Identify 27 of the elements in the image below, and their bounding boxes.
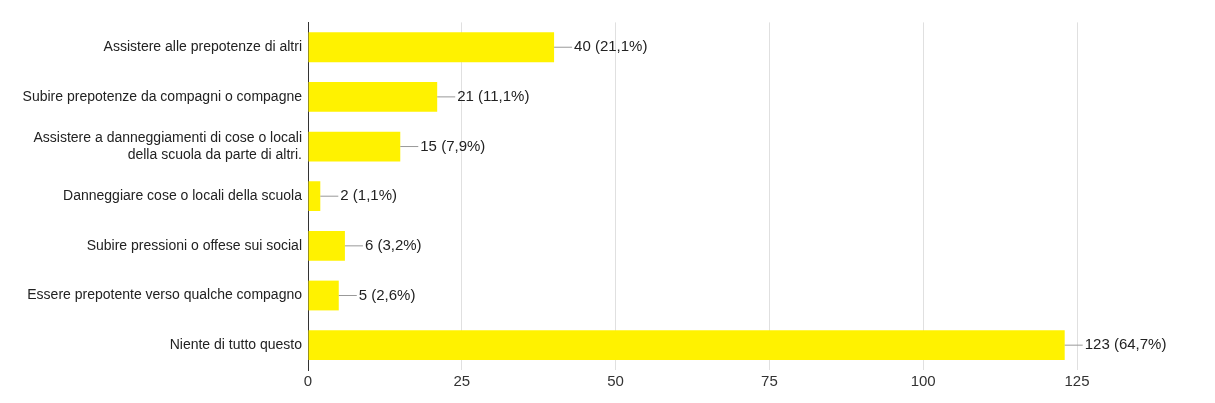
data-label: 21 (11,1%)	[457, 87, 530, 105]
x-tick-label: 75	[761, 372, 778, 390]
y-tick-label: Assistere a danneggiamenti di cose o locali della scuola da parte di altri.	[33, 129, 302, 162]
bar	[308, 32, 555, 63]
data-label: 5 (2,6%)	[358, 285, 416, 303]
data-label: 123 (64,7%)	[1084, 335, 1167, 353]
x-tick-label: 25	[453, 372, 471, 390]
x-tick-label: 125	[1064, 372, 1090, 390]
data-label: 6 (3,2%)	[364, 236, 422, 253]
x-tick-label: 100	[910, 372, 936, 390]
bar	[308, 131, 401, 162]
bar	[308, 181, 321, 212]
y-tick-label: Subire pressioni o offese sui social	[86, 236, 302, 253]
bar	[308, 81, 438, 112]
x-tick-label: 0	[303, 372, 313, 390]
data-label: 40 (21,1%)	[574, 37, 648, 55]
data-label: 2 (1,1%)	[340, 186, 398, 204]
x-tick-label: 50	[607, 372, 624, 390]
y-tick-label: Subire prepotenze da compagni o compagne	[22, 87, 303, 104]
bar	[308, 330, 1065, 361]
bar	[308, 280, 339, 311]
y-tick-label: Danneggiare cose o locali della scuola	[63, 187, 303, 204]
data-label: 15 (7,9%)	[420, 136, 486, 154]
y-tick-label: Essere prepotente verso qualche compagno	[27, 286, 303, 303]
bar	[308, 230, 345, 261]
y-tick-label: Assistere alle prepotenze di altri	[103, 38, 302, 55]
y-tick-label: Niente di tutto questo	[169, 336, 303, 353]
